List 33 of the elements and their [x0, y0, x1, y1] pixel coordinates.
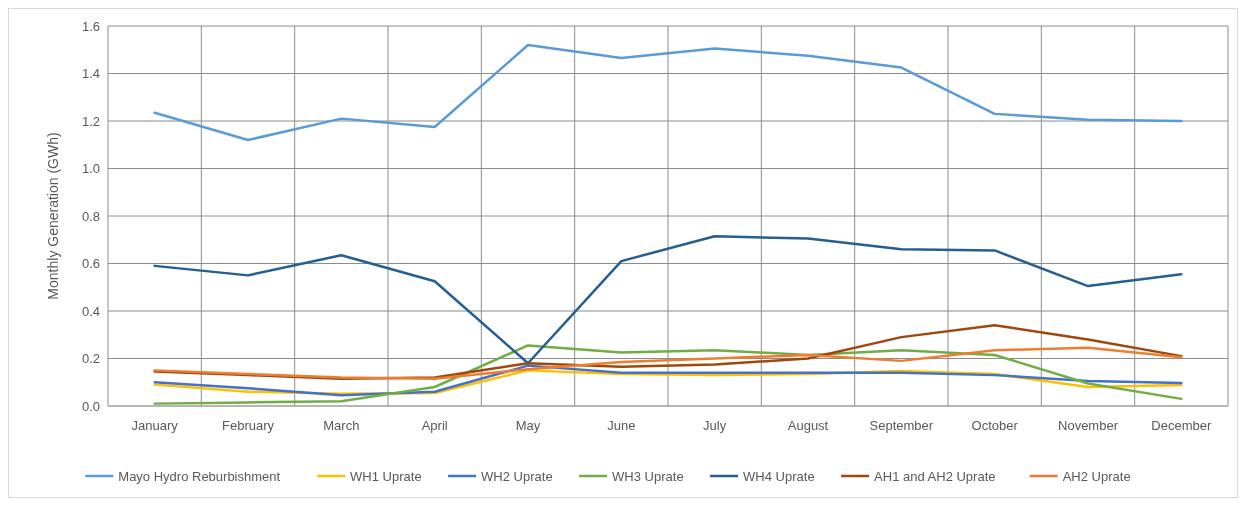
y-tick-label: 1.4 [81, 66, 100, 82]
y-tick-label: 1.0 [81, 161, 100, 177]
x-tick-label: April [421, 418, 448, 433]
x-tick-label: May [515, 418, 541, 433]
x-tick-label: March [323, 418, 360, 433]
y-tick-label: 0.6 [81, 256, 100, 272]
x-tick-label: January [131, 418, 179, 433]
y-tick-label: 1.2 [81, 113, 100, 129]
x-tick-label: June [607, 418, 636, 433]
line-series [153, 346, 1183, 380]
line-series [153, 234, 1183, 365]
legend-label: AH2 Uprate [1062, 468, 1131, 484]
y-tick-label: 0.4 [81, 303, 100, 319]
legend-label: WH1 Uprate [350, 468, 422, 484]
legend-label: WH2 Uprate [481, 468, 553, 484]
x-tick-label: September [869, 418, 934, 433]
y-tick-label: 0.0 [81, 398, 100, 414]
line-series [153, 43, 1183, 142]
y-tick-label: 1.6 [81, 18, 100, 34]
y-tick-label: 0.8 [81, 208, 100, 224]
x-tick-label: July [703, 418, 727, 433]
x-tick-label: October [971, 418, 1019, 433]
legend-label: Mayo Hydro Reburbishment [118, 468, 281, 484]
line-series [153, 344, 1183, 405]
x-tick-label: December [1151, 418, 1212, 433]
legend-label: WH3 Uprate [612, 468, 684, 484]
y-axis-title: Monthly Generation (GWh) [45, 132, 61, 300]
x-tick-label: February [221, 418, 275, 433]
legend-label: AH1 and AH2 Uprate [874, 468, 996, 484]
y-tick-label: 0.2 [81, 351, 100, 367]
x-tick-label: August [787, 418, 829, 433]
x-tick-label: November [1058, 418, 1119, 433]
legend-label: WH4 Uprate [743, 468, 815, 484]
